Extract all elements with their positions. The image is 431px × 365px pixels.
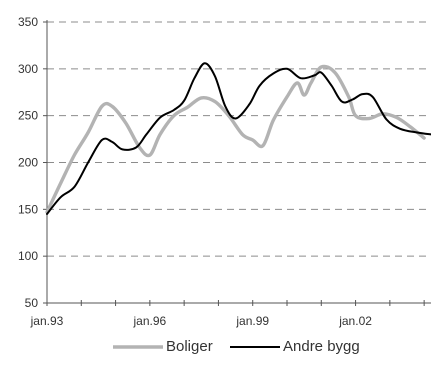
y-tick-label-300: 300	[18, 62, 38, 76]
y-tick-label-350: 350	[18, 15, 38, 29]
y-tick-label-100: 100	[18, 249, 38, 263]
series-line-andre-bygg	[46, 62, 431, 215]
y-tick-label-50: 50	[25, 296, 39, 310]
x-tick-label-jan.02: jan.02	[338, 314, 372, 328]
y-tick-label-200: 200	[18, 156, 38, 170]
axis-layer: 50 100 150 200 250 300 350 jan.93 jan.96 jan.99 ja…	[18, 15, 431, 328]
series-layer	[45, 62, 431, 215]
legend-label-andre-bygg: Andre bygg	[283, 338, 360, 355]
legend: Boliger Andre bygg	[113, 338, 360, 355]
x-tick-label-jan.93: jan.93	[30, 314, 64, 328]
x-tick-label-jan.99: jan.99	[235, 314, 269, 328]
y-tick-label-250: 250	[18, 109, 38, 123]
series-line-boliger	[45, 64, 426, 214]
x-tick-label-jan.96: jan.96	[133, 314, 167, 328]
legend-label-boliger: Boliger	[166, 338, 213, 355]
y-tick-label-150: 150	[18, 202, 38, 216]
